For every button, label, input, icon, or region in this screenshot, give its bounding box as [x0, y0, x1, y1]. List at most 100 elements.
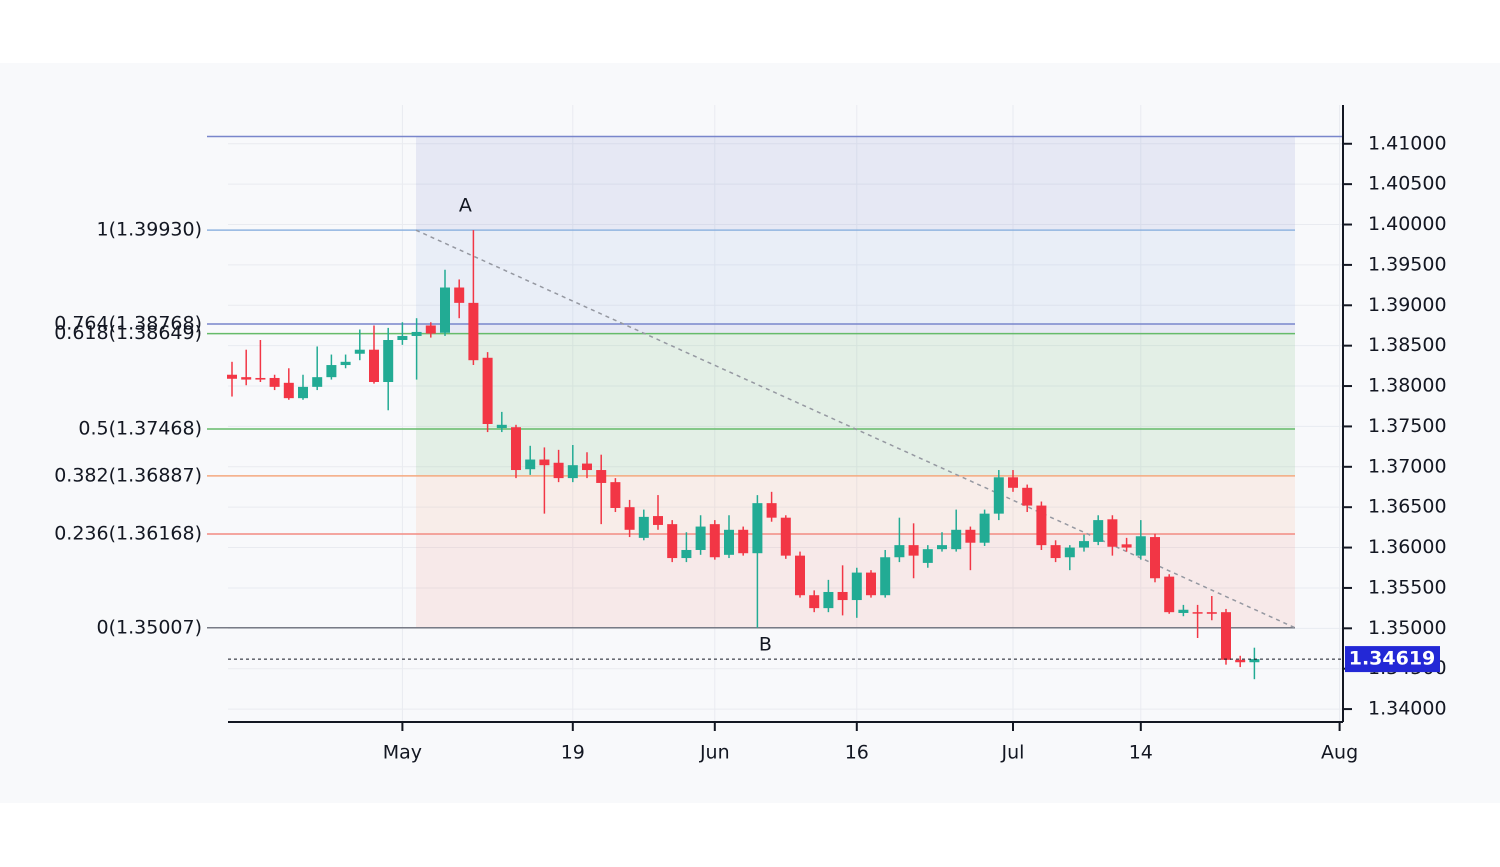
fibonacci: 1(1.39930) 0.764(1.38768)0.618(1.38649) 0.…: [54, 135, 1343, 655]
candle-body: [1192, 612, 1203, 614]
candle-body: [1064, 547, 1075, 558]
axes: 1.340001.345001.350001.355001.360001.365…: [228, 105, 1447, 764]
candle-body: [951, 529, 962, 550]
candle-body: [738, 529, 749, 554]
candle-body: [880, 557, 891, 596]
y-tick-label: 1.40000: [1368, 213, 1447, 235]
candle-body: [638, 516, 649, 538]
candle-body: [809, 595, 820, 609]
candle-body: [823, 591, 834, 609]
candle-body: [312, 377, 323, 387]
fib-band: [416, 333, 1295, 430]
candle-body: [582, 463, 592, 471]
candle-body: [610, 482, 621, 508]
candle-body: [496, 424, 507, 429]
candle-body: [837, 591, 848, 601]
candle-body: [1093, 520, 1104, 542]
candle-body: [1178, 609, 1189, 613]
candle-body: [454, 287, 465, 303]
y-tick-label: 1.35500: [1368, 576, 1447, 598]
candle-body: [369, 349, 379, 383]
candle-body: [326, 365, 337, 378]
fib-level-label: 0.618(1.38649): [54, 322, 202, 344]
fib-point-label: A: [459, 195, 472, 217]
fib-level-label: 0.382(1.36887): [54, 464, 202, 486]
candle-body: [525, 459, 536, 470]
candle-body: [340, 361, 351, 366]
candle-body: [425, 325, 436, 334]
candle-body: [709, 524, 720, 558]
x-tick-label: Aug: [1321, 742, 1358, 764]
candle-body: [1008, 477, 1018, 488]
candle-body: [766, 503, 777, 518]
candle-body: [724, 529, 734, 555]
candle-body: [397, 335, 408, 341]
y-tick-label: 1.41000: [1368, 132, 1447, 154]
y-tick-label: 1.38000: [1368, 375, 1447, 397]
candle-body: [567, 465, 578, 479]
candle-body: [383, 340, 394, 383]
x-tick-label: May: [383, 742, 422, 764]
fib-band: [416, 324, 1295, 334]
fib-band: [416, 230, 1295, 325]
panel-background: [0, 63, 1500, 803]
y-tick-label: 1.39000: [1368, 294, 1447, 316]
candle-body: [908, 545, 919, 556]
candle-body: [1164, 576, 1175, 613]
candle-body: [695, 526, 706, 550]
candle-body: [894, 545, 905, 558]
fib-level-label: 0.5(1.37468): [78, 418, 202, 440]
candle-body: [1249, 659, 1260, 663]
candle-body: [1079, 541, 1089, 548]
candle-body: [1107, 519, 1118, 547]
y-tick-label: 1.40500: [1368, 173, 1447, 195]
y-tick-label: 1.34000: [1368, 698, 1447, 720]
last-price-label: 1.34619: [1349, 648, 1436, 670]
candle-body: [283, 382, 294, 399]
x-tick-label: 14: [1129, 742, 1153, 764]
candle-body: [1050, 545, 1061, 559]
candle-body: [298, 386, 308, 399]
candle-body: [596, 470, 607, 483]
fib-level-label: 0(1.35007): [97, 616, 202, 638]
y-tick-label: 1.35000: [1368, 617, 1447, 639]
candle-body: [482, 357, 493, 424]
fib-band: [416, 475, 1295, 534]
candle-body: [227, 374, 237, 379]
candle-body: [539, 459, 550, 466]
x-tick-label: 16: [845, 742, 869, 764]
candle-body: [979, 513, 990, 543]
x-tick-label: 19: [561, 742, 585, 764]
candles: [227, 230, 1260, 680]
candle-body: [937, 545, 947, 550]
fib-level-label: 1(1.39930): [97, 219, 202, 241]
fib-level-label: 0.764(1.38768): [54, 313, 202, 335]
y-tick-label: 1.37000: [1368, 455, 1447, 477]
candle-body: [993, 477, 1004, 514]
candle-body: [1036, 505, 1047, 546]
candle-body: [681, 549, 692, 559]
candle-body: [553, 462, 564, 479]
candle-body: [1206, 612, 1217, 614]
candle-body: [780, 517, 791, 556]
fib-level-label: 0.236(1.36168): [54, 522, 202, 544]
candle-body: [851, 572, 862, 601]
candle-body: [1235, 659, 1246, 663]
candle-body: [440, 287, 450, 333]
candle-body: [1022, 487, 1033, 506]
candle-body: [255, 377, 266, 380]
fib-trend-line: [415, 229, 1296, 629]
y-tick-label: 1.38500: [1368, 334, 1447, 356]
candle-body: [653, 516, 663, 525]
fib-point-label: B: [759, 633, 772, 655]
fib-band: [416, 136, 1295, 231]
y-tick-label: 1.36000: [1368, 536, 1447, 558]
candle-body: [354, 349, 365, 354]
candle-body: [411, 331, 422, 336]
candle-body: [511, 427, 521, 471]
y-tick-label: 1.39500: [1368, 253, 1447, 275]
last-price-box: [1345, 646, 1440, 673]
candle-body: [752, 503, 763, 554]
candle-body: [1135, 536, 1146, 556]
